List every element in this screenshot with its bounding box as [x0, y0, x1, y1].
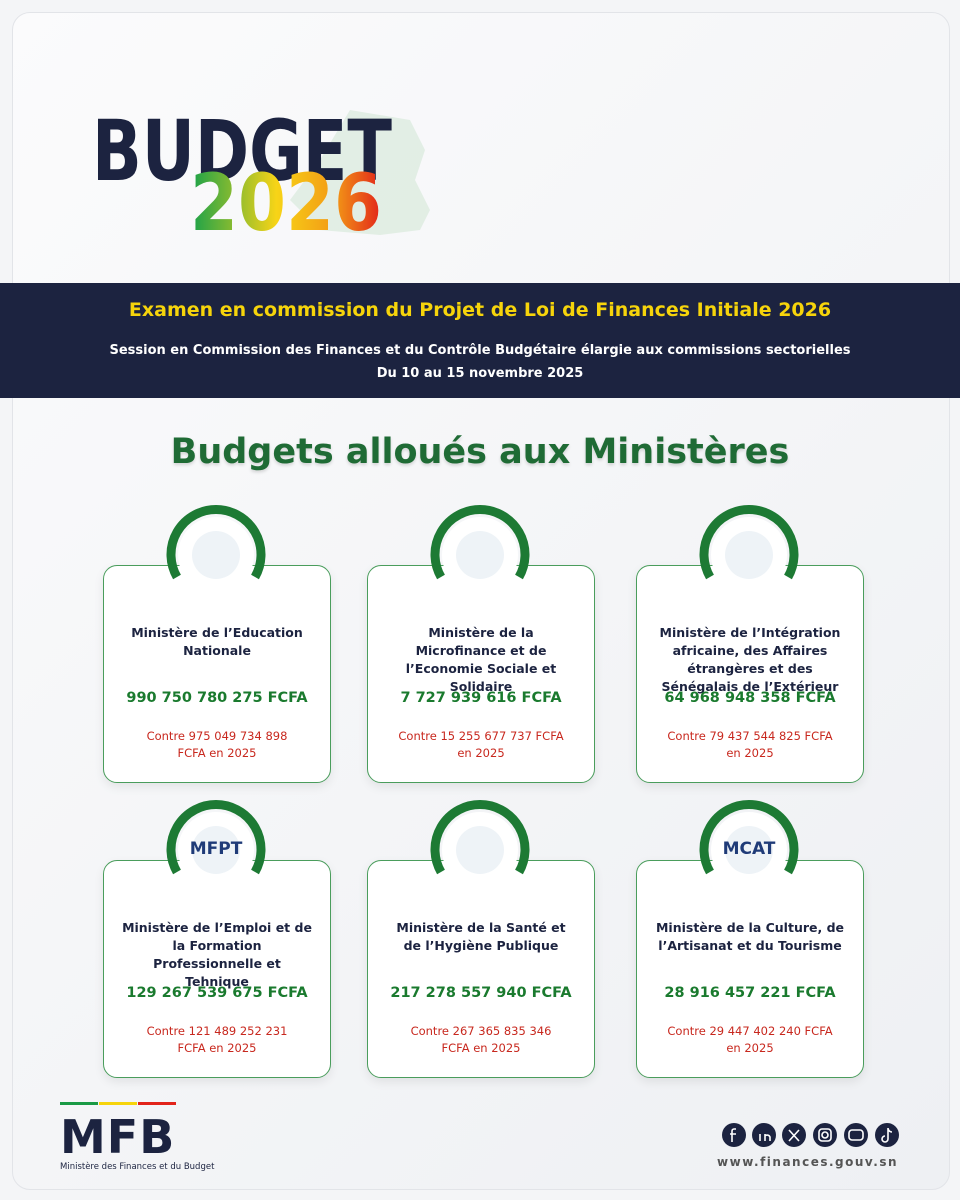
banner-subtitle: Session en Commission des Finances et du…: [109, 343, 851, 358]
previous-budget: Contre 975 049 734 898 FCFA en 2025: [146, 729, 288, 760]
ministry-name: Ministère de l’Intégration africaine, de…: [659, 625, 841, 694]
icon-tiktok[interactable]: [875, 1123, 899, 1147]
footer-website[interactable]: www.finances.gouv.sn: [717, 1155, 898, 1169]
ministry-card: Ministère de l’Emploi et de la Formation…: [103, 860, 331, 1078]
icon-youtube[interactable]: [844, 1123, 868, 1147]
logo-ring: [699, 800, 799, 888]
budget-amount: 7 727 939 616 FCFA: [400, 690, 562, 706]
logo-ring: [166, 505, 266, 593]
footer-logo: MFB: [60, 1110, 176, 1164]
banner: Examen en commission du Projet de Loi de…: [0, 283, 960, 398]
ministry-card: Ministère de la Culture, de l’Artisanat …: [636, 860, 864, 1078]
logo-word: BUDGET: [92, 102, 392, 200]
budget-amount: 990 750 780 275 FCFA: [126, 690, 308, 706]
logo-text: MCAT: [722, 839, 776, 859]
banner-dates: Du 10 au 15 novembre 2025: [376, 366, 584, 381]
previous-budget: Contre 15 255 677 737 FCFA en 2025: [398, 729, 564, 760]
logo-text: MFPT: [189, 839, 243, 859]
logo-year: 2026: [190, 159, 382, 249]
icon-instagram[interactable]: [813, 1123, 837, 1147]
logo-ring: [430, 800, 530, 888]
logo-ring: [430, 505, 530, 593]
logo-ring: [699, 505, 799, 593]
ministry-logo: [425, 500, 535, 610]
ministry-logo: [425, 795, 535, 905]
ministry-name: Ministère de la Culture, de l’Artisanat …: [655, 920, 845, 953]
map-shape: [290, 110, 430, 235]
social-icons: [722, 1123, 899, 1147]
previous-budget: Contre 29 447 402 240 FCFA en 2025: [667, 1024, 833, 1055]
ministry-logo: MFPT: [161, 795, 271, 905]
ministry-card: Ministère de l’Intégration africaine, de…: [636, 565, 864, 783]
footer-ministry: Ministère des Finances et du Budget: [60, 1162, 215, 1172]
budget-logo: BUDGET 2026: [92, 102, 430, 249]
ministry-card: Ministère de la Microfinance et de l’Eco…: [367, 565, 595, 783]
flag-bar: [60, 1102, 176, 1105]
ministry-logo: [161, 500, 271, 610]
ministry-name: Ministère de la Santé et de l’Hygiène Pu…: [396, 920, 566, 953]
previous-budget: Contre 121 489 252 231 FCFA en 2025: [146, 1024, 288, 1055]
ministry-card: Ministère de la Santé et de l’Hygiène Pu…: [367, 860, 595, 1078]
ministry-name: Ministère de l’Education Nationale: [131, 625, 303, 658]
ministry-logo: [694, 500, 804, 610]
budget-amount: 28 916 457 221 FCFA: [664, 985, 836, 1001]
ministry-name: Ministère de l’Emploi et de la Formation…: [122, 920, 312, 989]
budget-amount: 129 267 539 675 FCFA: [126, 985, 308, 1001]
icon-linkedin[interactable]: [752, 1123, 776, 1147]
budget-amount: 64 968 948 358 FCFA: [664, 690, 836, 706]
ministry-card: Ministère de l’Education Nationale 990 75…: [103, 565, 331, 783]
logo-ring: [166, 800, 266, 888]
previous-budget: Contre 267 365 835 346 FCFA en 2025: [410, 1024, 552, 1055]
section-heading: Budgets alloués aux Ministères: [170, 432, 790, 472]
budget-amount: 217 278 557 940 FCFA: [390, 985, 572, 1001]
ministry-name: Ministère de la Microfinance et de l’Eco…: [405, 625, 557, 694]
banner-title: Examen en commission du Projet de Loi de…: [128, 299, 832, 321]
icon-facebook[interactable]: [722, 1123, 746, 1147]
previous-budget: Contre 79 437 544 825 FCFA en 2025: [667, 729, 833, 760]
ministry-logo: MCAT: [694, 795, 804, 905]
